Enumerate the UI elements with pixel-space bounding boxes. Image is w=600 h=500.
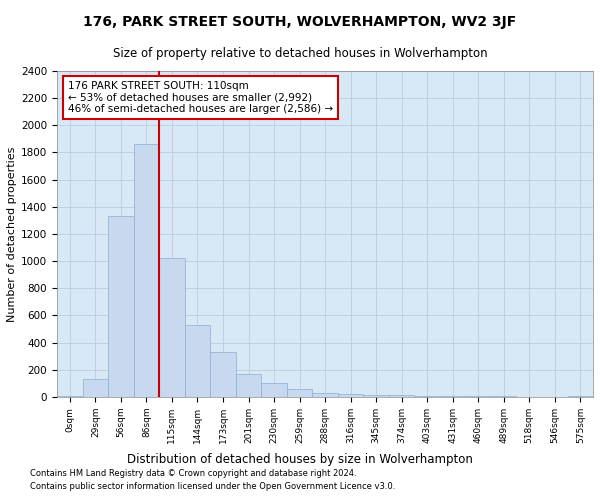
Text: 176 PARK STREET SOUTH: 110sqm
← 53% of detached houses are smaller (2,992)
46% o: 176 PARK STREET SOUTH: 110sqm ← 53% of d… — [68, 80, 333, 114]
Bar — [287, 390, 313, 397]
Bar — [57, 396, 83, 397]
Bar — [568, 396, 593, 397]
Text: Contains public sector information licensed under the Open Government Licence v3: Contains public sector information licen… — [30, 482, 395, 491]
Y-axis label: Number of detached properties: Number of detached properties — [7, 146, 17, 322]
Bar — [466, 396, 491, 397]
Text: Distribution of detached houses by size in Wolverhampton: Distribution of detached houses by size … — [127, 452, 473, 466]
Bar — [159, 258, 185, 397]
Bar — [185, 325, 210, 397]
Bar — [491, 396, 517, 397]
Bar — [83, 380, 108, 397]
Bar — [440, 396, 466, 397]
Bar — [364, 395, 389, 397]
Bar — [415, 396, 440, 397]
Bar — [108, 216, 134, 397]
Bar — [210, 352, 236, 397]
Bar — [261, 384, 287, 397]
Bar — [338, 394, 364, 397]
Text: Contains HM Land Registry data © Crown copyright and database right 2024.: Contains HM Land Registry data © Crown c… — [30, 468, 356, 477]
Text: Size of property relative to detached houses in Wolverhampton: Size of property relative to detached ho… — [113, 48, 487, 60]
Bar — [389, 396, 415, 397]
Bar — [134, 144, 159, 397]
Text: 176, PARK STREET SOUTH, WOLVERHAMPTON, WV2 3JF: 176, PARK STREET SOUTH, WOLVERHAMPTON, W… — [83, 15, 517, 29]
Bar — [313, 393, 338, 397]
Bar — [236, 374, 261, 397]
